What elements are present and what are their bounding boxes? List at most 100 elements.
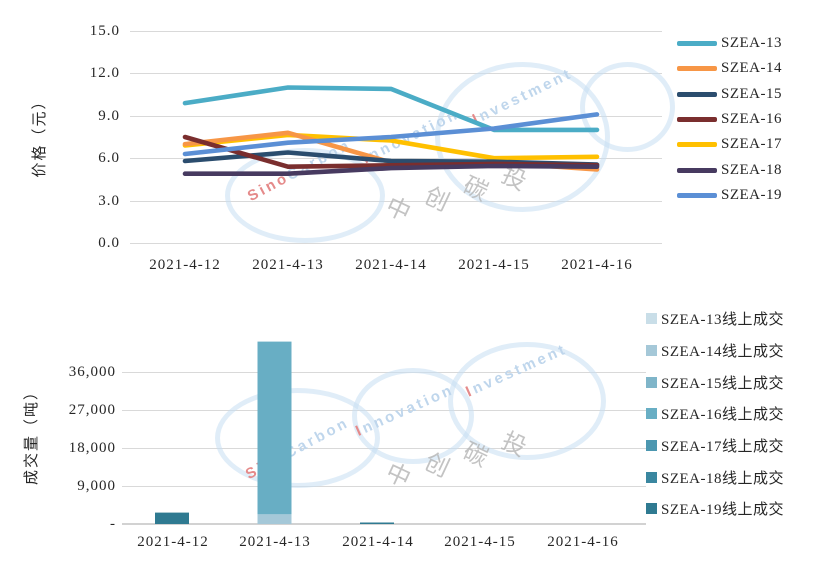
legend-line-swatch	[677, 116, 717, 122]
watermark-ring	[225, 148, 385, 243]
price-y-tick-label: 3.0	[98, 193, 120, 209]
price-line-SZEA-19	[182, 112, 600, 157]
watermark-ring	[448, 342, 606, 460]
price-legend-item: SZEA-18	[677, 160, 782, 180]
price-y-axis-title: 价格（元）	[32, 92, 48, 178]
legend-square-swatch	[646, 407, 657, 419]
price-gridline	[130, 116, 662, 117]
legend-square-swatch	[646, 439, 657, 451]
legend-square-swatch	[646, 344, 657, 356]
legend-label: SZEA-18	[721, 161, 782, 178]
legend-label: SZEA-14线上成交	[661, 343, 784, 360]
price-x-tick-label: 2021-4-13	[252, 257, 324, 273]
watermark-ring	[435, 62, 610, 212]
price-line-SZEA-18	[182, 163, 600, 176]
price-y-tick-label: 0.0	[98, 235, 120, 251]
price-y-tick-label: 9.0	[98, 108, 120, 124]
legend-line-swatch	[677, 65, 717, 71]
legend-label: SZEA-16线上成交	[661, 406, 784, 423]
price-legend-item: SZEA-15	[677, 84, 782, 104]
volume-bars	[155, 341, 394, 524]
legend-label: SZEA-16	[721, 110, 782, 127]
volume-gridline	[122, 410, 646, 411]
legend-label: SZEA-13	[721, 34, 782, 51]
price-line-SZEA-13	[182, 85, 600, 133]
legend-line-swatch	[677, 192, 717, 198]
watermark-word: Sino	[244, 169, 293, 205]
volume-legend-item: SZEA-14线上成交	[646, 340, 784, 360]
price-x-tick-label: 2021-4-16	[561, 257, 633, 273]
price-gridline	[130, 201, 662, 202]
volume-y-tick-label: -	[110, 516, 116, 532]
volume-legend-item: SZEA-16线上成交	[646, 403, 784, 423]
volume-legend-item: SZEA-15线上成交	[646, 372, 784, 392]
volume-bar-segment	[257, 341, 292, 515]
legend-label: SZEA-19	[721, 186, 782, 203]
watermark-word: Carbon	[284, 136, 355, 185]
price-legend-item: SZEA-13	[677, 33, 782, 53]
watermark-brand-text: SinoCarbon	[245, 136, 355, 205]
volume-baseline	[122, 523, 646, 525]
volume-legend-item: SZEA-18线上成交	[646, 467, 784, 487]
volume-legend-item: SZEA-17线上成交	[646, 435, 784, 455]
legend-square-swatch	[646, 376, 657, 388]
volume-x-tick-label: 2021-4-14	[342, 534, 414, 550]
price-legend-item: SZEA-17	[677, 134, 782, 154]
legend-line-swatch	[677, 167, 717, 173]
legend-square-swatch	[646, 312, 657, 324]
legend-line-swatch	[677, 141, 717, 147]
price-y-tick-label: 12.0	[89, 65, 120, 81]
watermark-word: I	[469, 109, 484, 129]
watermark-word: Sino	[242, 447, 291, 483]
volume-y-tick-label: 9,000	[77, 478, 116, 494]
volume-x-tick-label: 2021-4-12	[137, 534, 209, 550]
watermark-cn-text: 中创碳投	[381, 427, 531, 494]
watermark-cn-text: 中创碳投	[381, 161, 531, 228]
legend-label: SZEA-19线上成交	[661, 501, 784, 518]
price-gridline	[130, 73, 662, 74]
price-line-SZEA-14	[182, 130, 600, 172]
price-x-tick-label: 2021-4-12	[149, 257, 221, 273]
price-gridline	[130, 31, 662, 32]
price-x-tick-label: 2021-4-14	[355, 257, 427, 273]
volume-legend-item: SZEA-19线上成交	[646, 498, 784, 518]
price-legend-item: SZEA-19	[677, 185, 782, 205]
price-legend-item: SZEA-14	[677, 58, 782, 78]
legend-square-swatch	[646, 471, 657, 483]
volume-x-tick-label: 2021-4-16	[547, 534, 619, 550]
volume-y-axis-title: 成交量（吨）	[24, 383, 40, 486]
watermark-brand-text: Investment	[470, 65, 576, 128]
legend-label: SZEA-13线上成交	[661, 311, 784, 328]
volume-legend-item: SZEA-13线上成交	[646, 308, 784, 328]
watermark-word: I	[353, 421, 367, 440]
watermark-word: Carbon	[282, 414, 353, 463]
price-gridline	[130, 243, 662, 244]
price-legend-item: SZEA-16	[677, 109, 782, 129]
price-y-tick-label: 15.0	[89, 23, 120, 39]
watermark-ring	[580, 62, 675, 152]
volume-x-tick-label: 2021-4-13	[239, 534, 311, 550]
volume-y-tick-label: 27,000	[68, 402, 116, 418]
price-y-tick-label: 6.0	[98, 150, 120, 166]
watermark-word: nnovation	[366, 105, 463, 165]
volume-gridline	[122, 448, 646, 449]
legend-square-swatch	[646, 502, 657, 514]
legend-label: SZEA-15线上成交	[661, 375, 784, 392]
legend-line-swatch	[677, 91, 717, 97]
legend-label: SZEA-18线上成交	[661, 470, 784, 487]
volume-x-tick-label: 2021-4-15	[444, 534, 516, 550]
watermark-ring	[352, 368, 474, 464]
legend-line-swatch	[677, 40, 717, 46]
legend-label: SZEA-17线上成交	[661, 438, 784, 455]
watermark-word: I	[463, 382, 477, 401]
volume-gridline	[122, 486, 646, 487]
price-lines	[182, 85, 600, 176]
volume-y-tick-label: 36,000	[68, 364, 116, 380]
watermark-brand-text: Investment	[463, 341, 570, 401]
price-line-SZEA-16	[182, 134, 600, 169]
volume-gridline	[122, 372, 646, 373]
volume-y-tick-label: 18,000	[68, 440, 116, 456]
legend-label: SZEA-14	[721, 59, 782, 76]
legend-label: SZEA-15	[721, 85, 782, 102]
